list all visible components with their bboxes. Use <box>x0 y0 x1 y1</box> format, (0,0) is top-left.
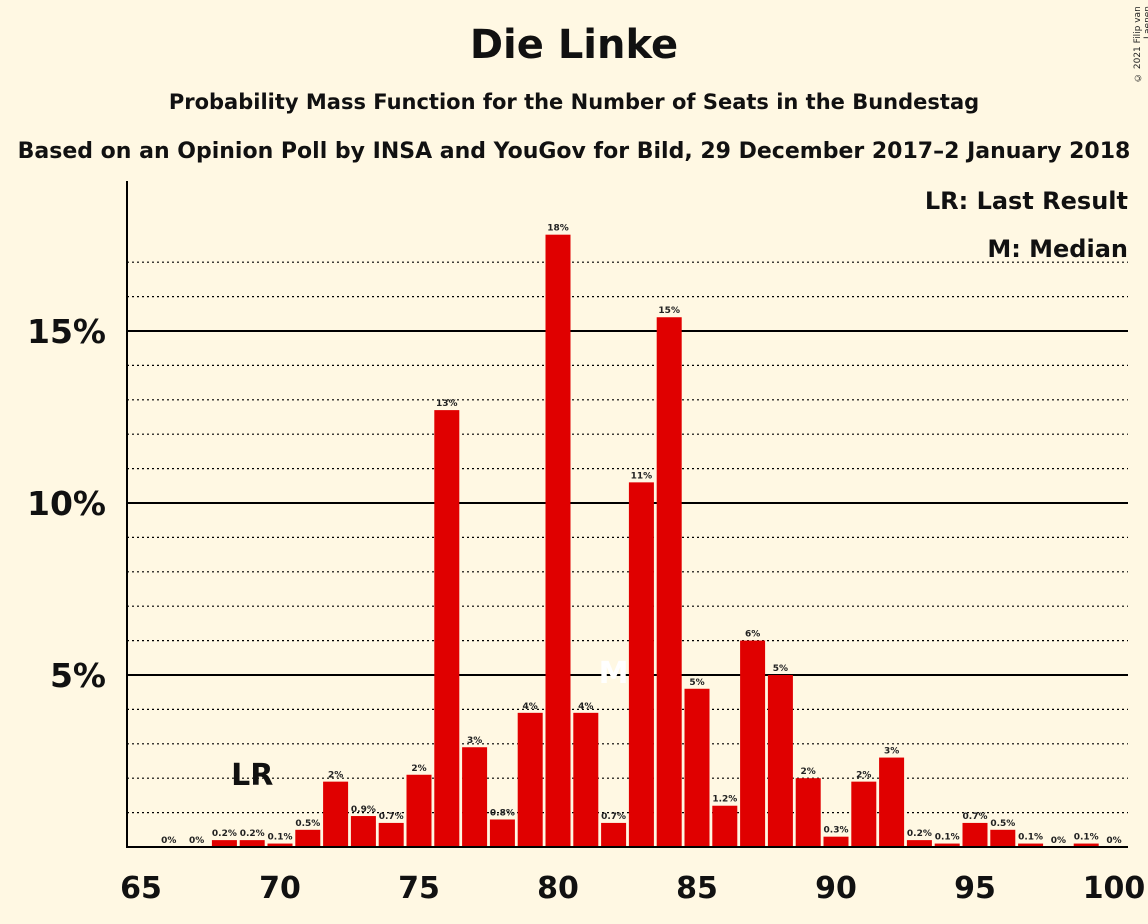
bar-value-label: 0.2% <box>212 829 237 839</box>
bar-seat-73 <box>350 816 376 847</box>
bar-value-label: 0% <box>1051 836 1066 846</box>
x-tick-label: 95 <box>954 871 996 906</box>
bar-value-label: 2% <box>328 771 343 781</box>
bar-seat-91 <box>851 781 877 847</box>
bar-value-label: 0.1% <box>1018 833 1043 843</box>
bar-value-label: 0.9% <box>351 805 376 815</box>
bar-value-label: 5% <box>689 678 704 688</box>
bar-seat-93 <box>906 840 932 847</box>
bar-value-label: 0.1% <box>1074 833 1099 843</box>
grid-lines <box>127 261 1128 814</box>
bar-value-label: 13% <box>436 399 458 409</box>
bar-value-label: 0.3% <box>824 826 849 836</box>
bar-seat-80 <box>545 234 571 847</box>
chart-subtitle-poll: Based on an Opinion Poll by INSA and You… <box>17 139 1131 164</box>
bar-value-label: 0.5% <box>990 819 1015 829</box>
x-tick-label: 85 <box>676 871 718 906</box>
bar-value-label: 3% <box>884 747 899 757</box>
bar-seat-82 <box>601 822 627 847</box>
x-tick-label: 75 <box>398 871 440 906</box>
bar-seat-92 <box>879 757 905 847</box>
bar-seat-95 <box>962 822 988 847</box>
bar-seat-96 <box>990 829 1016 847</box>
bar-value-label: 2% <box>801 767 816 777</box>
bar-value-label: 4% <box>578 702 593 712</box>
bar-value-label: 11% <box>631 471 653 481</box>
bar-seat-85 <box>684 688 710 847</box>
bar-value-label: 0% <box>189 836 204 846</box>
bar-seat-83 <box>628 482 654 847</box>
bar-seat-86 <box>712 805 738 847</box>
axes-group <box>126 181 1128 848</box>
chart-title: Die Linke <box>469 22 679 68</box>
legend-median: M: Median <box>987 235 1128 263</box>
bar-value-label: 15% <box>658 306 680 316</box>
bar-value-label: 0.1% <box>268 833 293 843</box>
bar-seat-76 <box>434 410 460 847</box>
legend-last-result: LR: Last Result <box>925 187 1128 215</box>
y-tick-label: 15% <box>27 312 106 351</box>
bar-value-label: 0.5% <box>295 819 320 829</box>
y-tick-label: 5% <box>50 656 106 695</box>
bar-value-label: 0.1% <box>935 833 960 843</box>
median-marker: M <box>599 656 629 691</box>
bar-seat-68 <box>211 840 237 847</box>
bar-value-label: 0.2% <box>240 829 265 839</box>
bar-seat-79 <box>517 712 543 847</box>
chart-subtitle: Probability Mass Function for the Number… <box>168 90 980 114</box>
bar-seat-72 <box>323 781 349 847</box>
x-tick-label: 70 <box>259 871 301 906</box>
bar-seat-71 <box>295 829 321 847</box>
bar-value-label: 2% <box>411 764 426 774</box>
bar-value-label: 5% <box>773 664 788 674</box>
tick-labels-group: 65 70 75 80 85 90 95 100 5% 10% 15% <box>27 312 1145 906</box>
bar-seat-99 <box>1073 843 1099 847</box>
bar-value-label: 0% <box>161 836 176 846</box>
bar-value-label: 4% <box>523 702 538 712</box>
bar-seat-75 <box>406 774 432 847</box>
bar-value-label: 2% <box>856 771 871 781</box>
bar-seat-89 <box>795 778 821 847</box>
bar-seat-81 <box>573 712 599 847</box>
bar-seat-69 <box>239 840 265 847</box>
bar-seat-97 <box>1018 843 1044 847</box>
bar-value-label: 3% <box>467 736 482 746</box>
bar-value-label: 0.7% <box>601 812 626 822</box>
bar-seat-70 <box>267 843 293 847</box>
bar-seat-87 <box>740 640 766 847</box>
bars-group <box>211 234 1099 847</box>
bar-seat-78 <box>489 819 515 847</box>
markers-group: LR M <box>231 656 628 793</box>
bar-value-label: 0.7% <box>379 812 404 822</box>
bar-seat-90 <box>823 836 849 847</box>
bar-value-label: 0% <box>1106 836 1121 846</box>
bar-labels-group: 0% 0%0.2% 0.2% 0.1%0.5%2%0.9%0.7%2%13%3%0.8… <box>161 224 1121 846</box>
bar-seat-84 <box>656 317 682 847</box>
bar-seat-74 <box>378 822 404 847</box>
bar-value-label: 6% <box>745 630 760 640</box>
last-result-marker: LR <box>231 758 273 793</box>
x-tick-label: 100 <box>1083 871 1146 906</box>
x-tick-label: 65 <box>120 871 162 906</box>
x-tick-label: 80 <box>537 871 579 906</box>
bar-seat-88 <box>767 675 793 847</box>
bar-value-label: 0.8% <box>490 808 515 818</box>
bar-value-label: 18% <box>547 224 569 234</box>
y-tick-label: 10% <box>27 484 106 523</box>
bar-value-label: 1.2% <box>712 795 737 805</box>
bar-value-label: 0.2% <box>907 829 932 839</box>
bar-seat-94 <box>934 843 960 847</box>
bar-value-label: 0.7% <box>963 812 988 822</box>
bar-seat-77 <box>462 747 488 847</box>
x-tick-label: 90 <box>815 871 857 906</box>
